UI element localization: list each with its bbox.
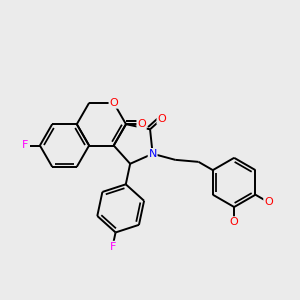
Text: F: F — [22, 140, 29, 151]
Text: O: O — [109, 98, 118, 108]
Text: O: O — [264, 197, 273, 207]
Text: O: O — [137, 119, 146, 129]
Text: O: O — [157, 114, 166, 124]
Text: N: N — [148, 149, 157, 159]
Text: O: O — [230, 217, 239, 227]
Text: F: F — [110, 242, 116, 251]
